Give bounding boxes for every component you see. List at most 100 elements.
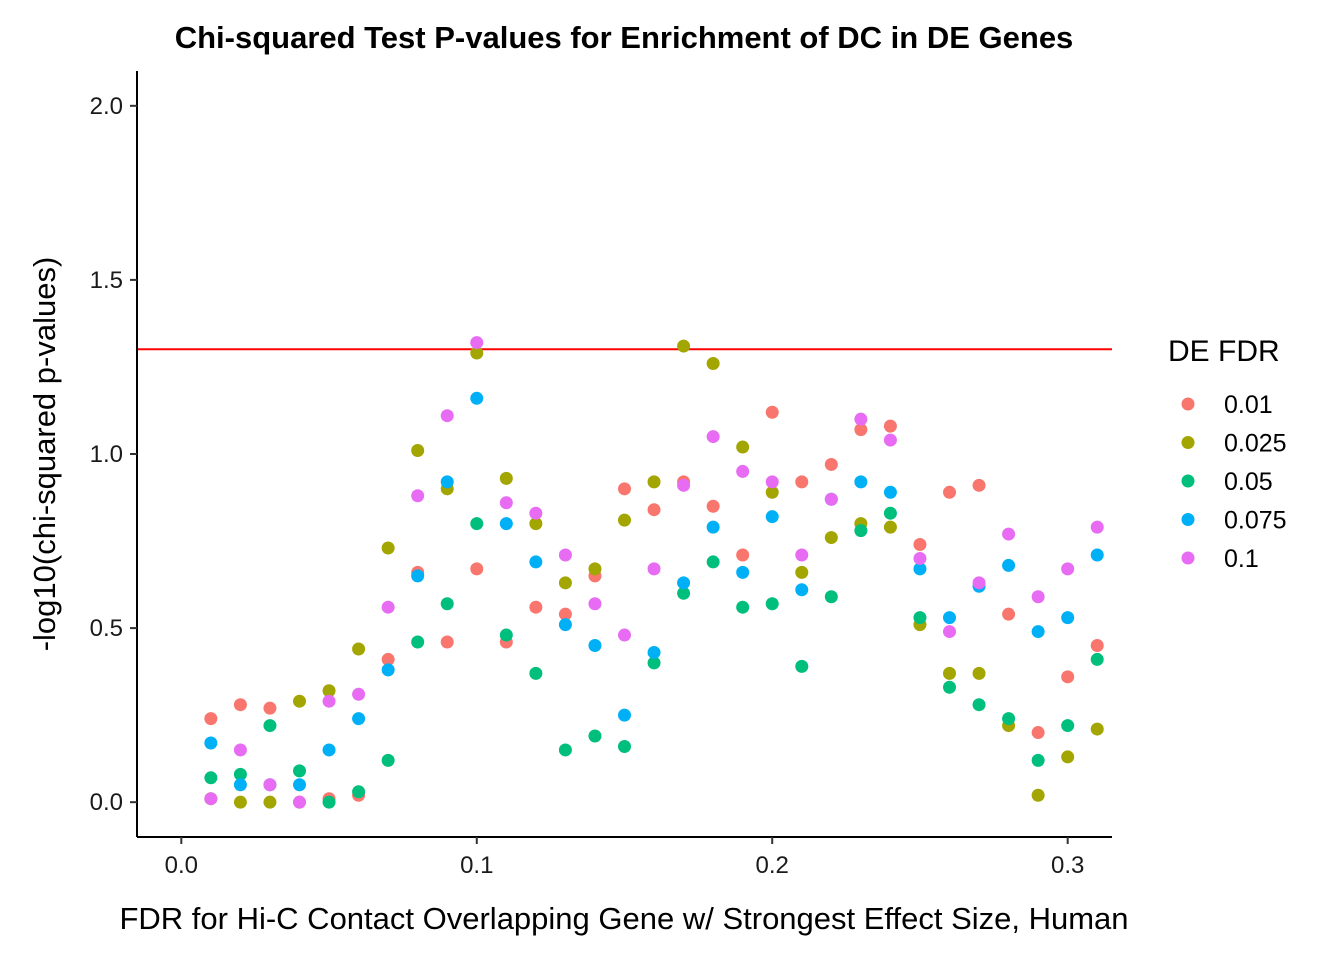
- data-point: [677, 586, 691, 600]
- x-tick-label: 0.0: [165, 852, 198, 879]
- data-point: [293, 778, 306, 792]
- data-point: [411, 569, 425, 583]
- data-point: [588, 729, 602, 743]
- data-point: [736, 565, 750, 579]
- y-tick-label: 1.0: [90, 441, 123, 468]
- data-point: [765, 475, 779, 489]
- data-point: [470, 346, 484, 360]
- legend-marker: [1181, 513, 1195, 526]
- data-point: [499, 471, 513, 485]
- data-point: [322, 694, 336, 708]
- data-point: [854, 524, 868, 538]
- data-point: [943, 680, 956, 694]
- x-axis: 0.0 0.1 0.2 0.3: [137, 836, 1112, 879]
- chart-title: Chi-squared Test P-values for Enrichment…: [175, 20, 1074, 55]
- legend-marker: [1181, 474, 1195, 488]
- y-tick-label: 2.0: [90, 93, 123, 120]
- data-point: [411, 635, 425, 649]
- data-point: [706, 499, 720, 513]
- data-point: [233, 778, 247, 792]
- data-point: [558, 607, 572, 621]
- data-point: [1031, 788, 1045, 802]
- data-point: [706, 520, 720, 534]
- data-point: [322, 743, 336, 757]
- legend-item: 0.075: [1181, 507, 1287, 535]
- data-point: [293, 694, 306, 708]
- data-point: [883, 485, 897, 499]
- data-point: [765, 597, 779, 611]
- data-point: [795, 548, 809, 562]
- data-point: [352, 642, 366, 656]
- legend-label: 0.1: [1224, 545, 1259, 573]
- x-axis-title: FDR for Hi-C Contact Overlapping Gene w/…: [119, 901, 1128, 936]
- data-point: [293, 764, 306, 778]
- data-point: [352, 712, 366, 726]
- data-point: [1002, 712, 1016, 726]
- data-point: [618, 739, 631, 753]
- data-point: [293, 795, 306, 809]
- data-point: [972, 576, 986, 590]
- data-point: [1031, 590, 1045, 604]
- data-point: [913, 562, 927, 576]
- data-point: [352, 687, 366, 701]
- data-point: [381, 600, 395, 614]
- data-point: [499, 517, 513, 531]
- data-point: [1090, 652, 1104, 666]
- data-point: [913, 538, 927, 552]
- data-point: [883, 433, 897, 447]
- data-point: [1031, 753, 1045, 767]
- legend-label: 0.01: [1224, 391, 1273, 419]
- data-point: [470, 562, 484, 576]
- data-point: [588, 562, 602, 576]
- y-tick-label: 0.5: [90, 615, 123, 642]
- data-point: [795, 583, 809, 597]
- data-point: [263, 701, 277, 715]
- data-point: [529, 555, 543, 569]
- data-point: [381, 753, 395, 767]
- data-point: [233, 743, 247, 757]
- y-axis-title: -log10(chi-squared p-values): [27, 257, 62, 652]
- data-point: [765, 405, 779, 419]
- data-point: [972, 666, 986, 680]
- legend-label: 0.05: [1224, 468, 1273, 496]
- data-point: [499, 628, 513, 642]
- data-point: [854, 412, 868, 426]
- data-point: [913, 611, 927, 625]
- data-point: [322, 795, 336, 809]
- data-point: [381, 663, 395, 677]
- data-point: [233, 767, 247, 781]
- data-point: [233, 698, 247, 712]
- data-point: [736, 464, 750, 478]
- series-0.1: [204, 336, 1104, 809]
- data-point: [1090, 722, 1104, 736]
- data-point: [765, 485, 779, 499]
- data-point: [588, 639, 602, 652]
- data-point: [943, 485, 956, 499]
- data-point: [529, 517, 543, 531]
- data-point: [883, 520, 897, 534]
- data-point: [381, 541, 395, 555]
- data-point: [233, 795, 247, 809]
- data-point: [618, 628, 631, 642]
- data-point: [1031, 625, 1045, 639]
- data-point: [854, 475, 868, 489]
- data-point: [322, 684, 336, 698]
- data-point: [1031, 726, 1045, 740]
- data-point: [647, 645, 661, 659]
- legend-marker: [1181, 551, 1195, 565]
- legend-item: 0.05: [1181, 468, 1273, 496]
- data-point: [883, 506, 897, 520]
- data-point: [795, 475, 809, 489]
- y-tick-label: 1.5: [90, 267, 123, 294]
- data-point: [677, 339, 691, 353]
- data-point: [943, 666, 956, 680]
- data-point: [411, 444, 425, 458]
- legend-title: DE FDR: [1168, 335, 1280, 368]
- data-point: [381, 652, 395, 666]
- data-point: [677, 576, 691, 590]
- data-point: [1002, 558, 1016, 572]
- data-point: [1090, 520, 1104, 534]
- data-point: [1090, 548, 1104, 562]
- data-point: [263, 795, 277, 809]
- legend-label: 0.075: [1224, 507, 1287, 535]
